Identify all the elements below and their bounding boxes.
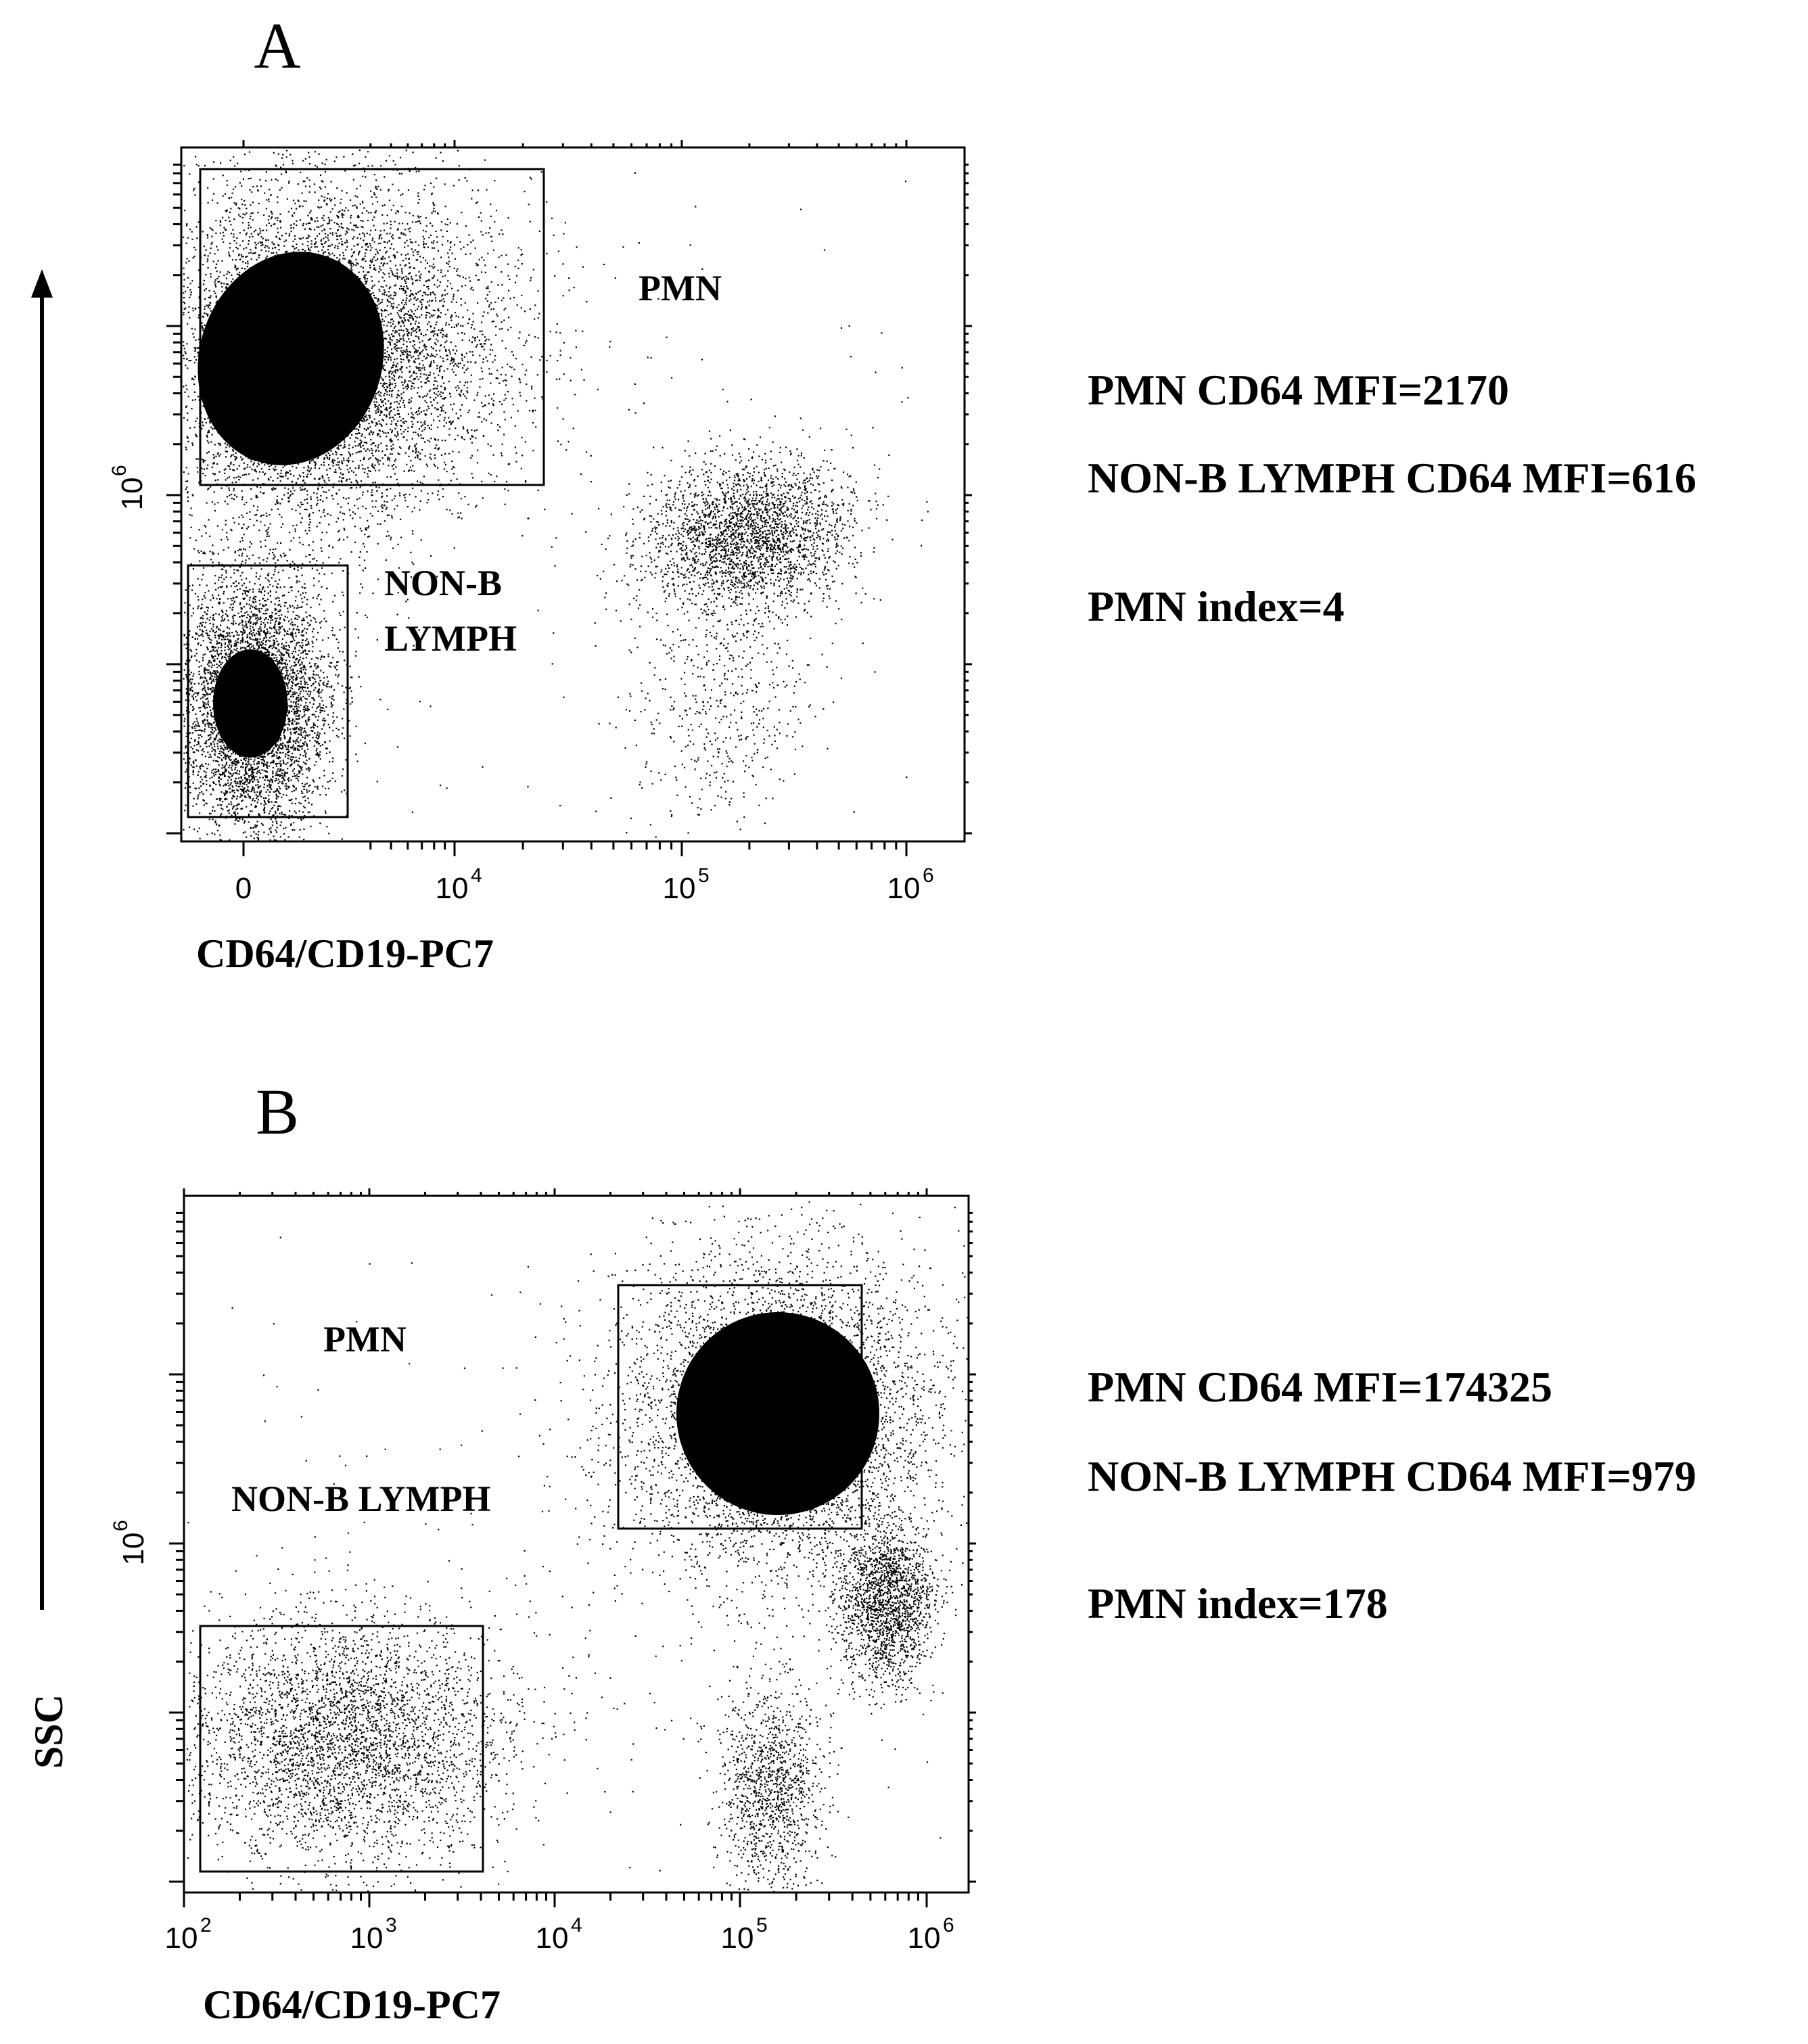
panel-b-x-tick-label-1e5: 10 5 <box>721 1914 768 1955</box>
panel-b-y-tick-label-1e6: 10 6 <box>110 1520 150 1565</box>
panel-a-lymph-population-dots <box>183 486 415 841</box>
svg-text:10: 10 <box>117 1533 150 1566</box>
panel-b-non-b-lymph-label: NON-B LYMPH <box>231 1479 491 1519</box>
panel-b-events <box>186 1201 969 1893</box>
panel-a-low-ssc-events-dots <box>594 520 864 838</box>
panel-a-y-tick-label-1e6: 10 6 <box>108 465 149 510</box>
panel-a-pmn-population <box>183 149 649 756</box>
panel-a: A PMN NON-B LYMPH 0 10 4 10 5 10 6 10 6 … <box>108 9 1696 976</box>
panel-b-x-tick-label-1e3: 10 3 <box>350 1914 397 1955</box>
panel-a-non-b-label: NON-B <box>384 563 502 603</box>
panel-a-mono-population-dots <box>571 417 929 676</box>
panel-b-x-axis-title: CD64/CD19-PC7 <box>203 1982 501 2027</box>
panel-b-stat-pmn-index: PMN index=178 <box>1088 1579 1388 1627</box>
panel-b-x-tick-label-1e2: 10 2 <box>165 1914 212 1955</box>
panel-b-gate-non-b-lymph <box>199 1625 484 1873</box>
panel-a-stat-pmn-mfi: PMN CD64 MFI=2170 <box>1088 366 1509 414</box>
panel-b-plot-frame <box>183 1194 970 1894</box>
panel-a-x-tick-label-1e5: 10 5 <box>663 864 710 905</box>
svg-text:10: 10 <box>887 872 921 905</box>
ssc-axis-arrow <box>31 269 53 1610</box>
panel-a-x-tick-label-1e6: 10 6 <box>887 864 934 905</box>
svg-text:4: 4 <box>571 1914 582 1936</box>
svg-text:6: 6 <box>923 864 934 887</box>
svg-text:10: 10 <box>908 1922 941 1955</box>
ssc-axis-title: SSC <box>26 1694 71 1769</box>
panel-b-eos-population <box>808 1476 964 1750</box>
svg-text:10: 10 <box>350 1922 384 1955</box>
svg-text:10: 10 <box>165 1922 198 1955</box>
panel-b-x-tick-label-1e6: 10 6 <box>908 1914 954 1955</box>
panel-b-pmn-label: PMN <box>323 1319 407 1360</box>
svg-text:10: 10 <box>116 478 149 511</box>
panel-a-mono-population <box>571 417 929 676</box>
panel-b-low-ssc-population <box>697 1632 883 1892</box>
panel-a-pmn-population-dots <box>183 149 649 756</box>
panel-a-pmn-dense-core <box>198 252 384 465</box>
panel-a-gate-pmn <box>199 168 545 486</box>
panel-a-low-ssc-events <box>594 520 864 838</box>
panel-a-x-tick-label-1e4: 10 4 <box>436 864 482 905</box>
panel-a-lymph-population <box>183 486 415 841</box>
svg-text:6: 6 <box>110 1520 132 1531</box>
panel-a-stat-lymph-mfi: NON-B LYMPH CD64 MFI=616 <box>1088 454 1696 502</box>
panel-a-gate-non-b-lymph <box>187 564 349 818</box>
panel-b-low-ssc-population-dots <box>697 1632 883 1892</box>
panel-b-stat-pmn-mfi: PMN CD64 MFI=174325 <box>1088 1363 1552 1411</box>
panel-b-stat-lymph-mfi: NON-B LYMPH CD64 MFI=979 <box>1088 1452 1696 1500</box>
svg-text:2: 2 <box>200 1914 212 1936</box>
panel-b-ticks <box>169 1188 976 1907</box>
panel-b-x-tick-label-1e4: 10 4 <box>536 1914 582 1955</box>
panel-a-ticks <box>166 140 972 856</box>
svg-text:3: 3 <box>386 1914 397 1936</box>
svg-text:10: 10 <box>721 1922 754 1955</box>
svg-text:5: 5 <box>756 1914 768 1936</box>
panel-b-pmn-dense-core <box>676 1312 879 1515</box>
panel-b-lymph-population-dots <box>186 1532 634 1892</box>
panel-a-pmn-label: PMN <box>639 268 722 308</box>
svg-text:10: 10 <box>663 872 696 905</box>
panel-a-events <box>183 149 929 841</box>
panel-a-tick-marks <box>166 140 972 856</box>
svg-text:0: 0 <box>235 872 252 905</box>
panel-a-lymph-label: LYMPH <box>384 618 517 659</box>
svg-text:10: 10 <box>436 872 469 905</box>
svg-text:6: 6 <box>943 1914 954 1936</box>
svg-text:6: 6 <box>108 465 131 476</box>
panel-b-gate-pmn <box>617 1284 863 1530</box>
panel-a-stat-pmn-index: PMN index=4 <box>1088 582 1345 630</box>
panel-b-eos-population-dots <box>808 1476 964 1750</box>
svg-text:10: 10 <box>536 1922 569 1955</box>
panel-b-lymph-population <box>186 1532 634 1892</box>
svg-text:4: 4 <box>471 864 482 887</box>
panel-b: B PMN NON-B LYMPH 10 2 10 3 10 4 10 5 10… <box>110 1075 1696 2027</box>
panel-a-letter: A <box>254 9 300 82</box>
panel-a-x-tick-label-0: 0 <box>235 872 252 905</box>
panel-b-tick-marks <box>169 1188 976 1907</box>
panel-a-x-axis-title: CD64/CD19-PC7 <box>196 931 494 976</box>
svg-text:5: 5 <box>698 864 710 887</box>
panel-b-letter: B <box>256 1075 299 1148</box>
